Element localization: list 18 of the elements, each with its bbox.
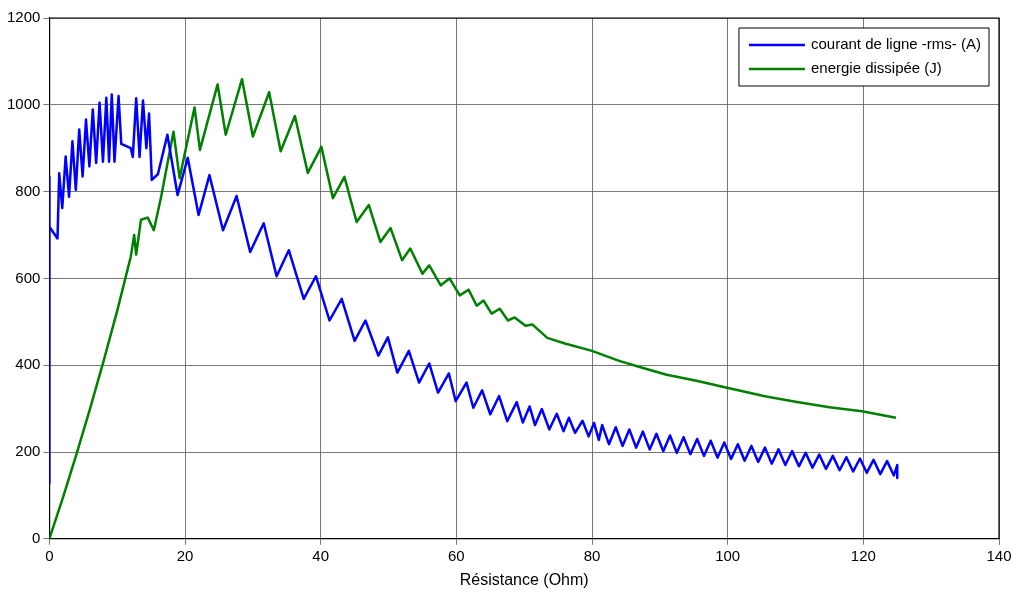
x-tick-label: 0 (45, 546, 54, 564)
x-tick-label: 40 (312, 546, 330, 564)
x-tick-label: 20 (176, 546, 194, 564)
legend-label: energie dissipée (J) (810, 59, 942, 77)
y-tick-label: 400 (15, 355, 41, 373)
y-tick-label: 1000 (6, 94, 41, 112)
y-tick-label: 0 (32, 528, 41, 546)
y-tick-label: 1200 (6, 8, 41, 26)
x-tick-label: 140 (986, 546, 1012, 564)
x-tick-label: 60 (448, 546, 465, 564)
y-tick-label: 600 (15, 268, 41, 286)
x-tick-label: 100 (715, 546, 741, 564)
legend-label: courant de ligne -rms- (A) (810, 35, 982, 53)
x-tick-label: 80 (583, 546, 601, 564)
x-axis-title: Résistance (Ohm) (459, 570, 589, 588)
y-tick-label: 200 (15, 442, 41, 460)
x-tick-label: 120 (850, 546, 876, 564)
y-tick-label: 800 (15, 181, 41, 199)
